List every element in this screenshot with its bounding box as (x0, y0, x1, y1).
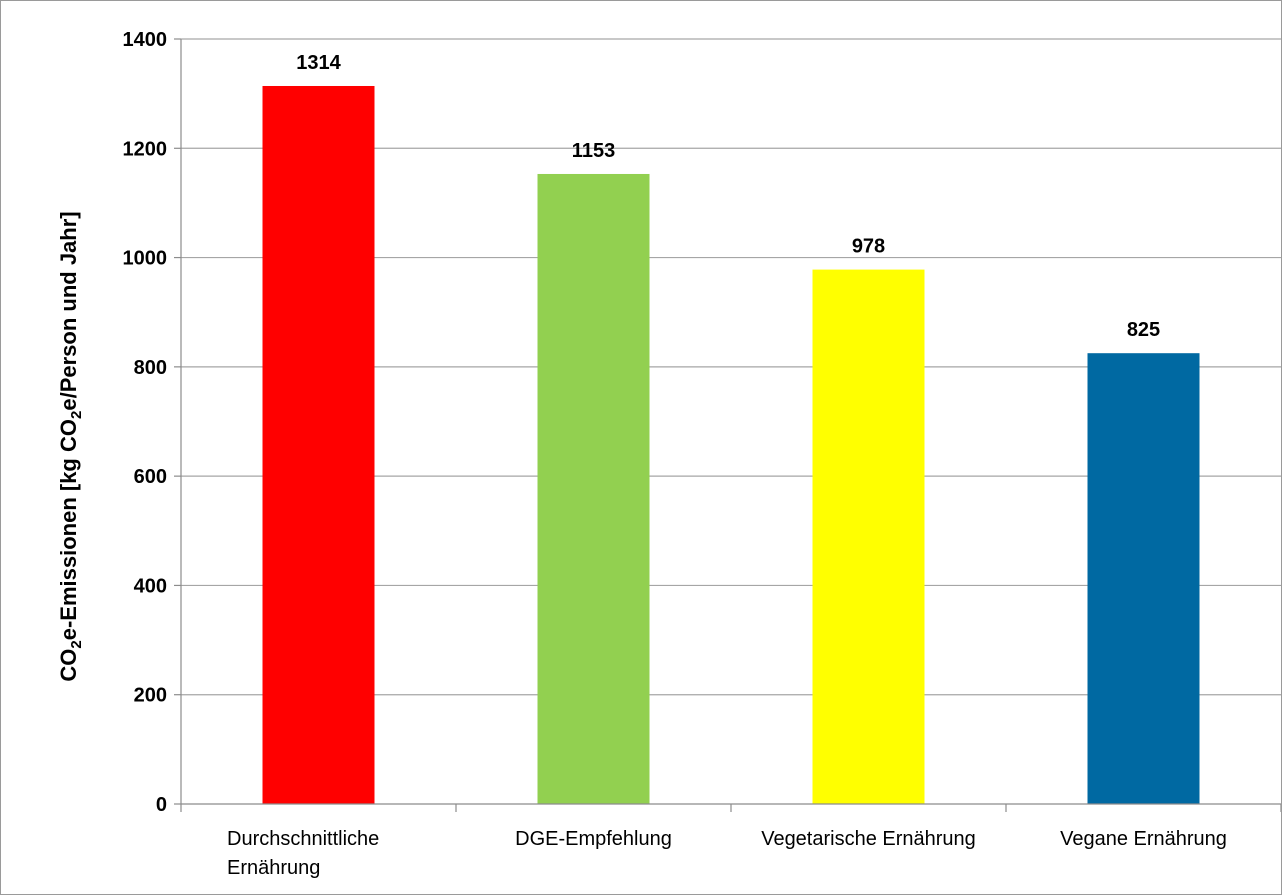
bar (537, 173, 650, 805)
x-category-label-line: Vegetarische Ernährung (761, 828, 976, 850)
y-axis-title: CO2e-Emissionen [kg CO2e/Person und Jahr… (56, 211, 85, 681)
y-tick-label: 1200 (123, 138, 168, 160)
x-category-label-line: Durchschnittliche (227, 828, 379, 850)
axes (174, 38, 1281, 812)
bar (812, 269, 925, 804)
y-tick-label: 1000 (123, 248, 168, 270)
y-tick-label: 400 (134, 575, 167, 597)
y-title-part: CO (56, 649, 81, 682)
y-tick-label: 1400 (123, 29, 168, 51)
x-category-label: Durchschnittliche Ernährung (227, 828, 379, 879)
x-category-label: Vegetarische Ernährung (761, 828, 976, 850)
data-label: 1153 (572, 140, 615, 162)
x-category-label-line: DGE-Empfehlung (515, 828, 672, 850)
y-title-part: e-Emissionen [kg CO (56, 419, 81, 640)
y-title-subscript: 2 (68, 640, 85, 648)
data-label: 978 (852, 236, 885, 258)
bar (1087, 353, 1200, 804)
y-tick-label: 600 (134, 466, 167, 488)
y-tick-label: 800 (134, 357, 167, 379)
data-label: 1314 (296, 52, 341, 74)
y-tick-label: 200 (134, 685, 167, 707)
data-label: 825 (1127, 319, 1160, 341)
x-category-label-line: Ernährung (227, 857, 320, 879)
y-tick-label: 0 (156, 794, 167, 816)
y-title-subscript: 2 (68, 411, 85, 419)
bar (262, 85, 375, 804)
x-category-label: DGE-Empfehlung (515, 828, 672, 850)
x-category-label: Vegane Ernährung (1060, 828, 1227, 850)
y-title-part: e/Person und Jahr] (56, 211, 81, 410)
x-category-label-line: Vegane Ernährung (1060, 828, 1227, 850)
bars (262, 85, 1200, 805)
labels: 0 200 400 600 800 1000 1200 1400 1314 Durchschnit… (123, 29, 1227, 879)
